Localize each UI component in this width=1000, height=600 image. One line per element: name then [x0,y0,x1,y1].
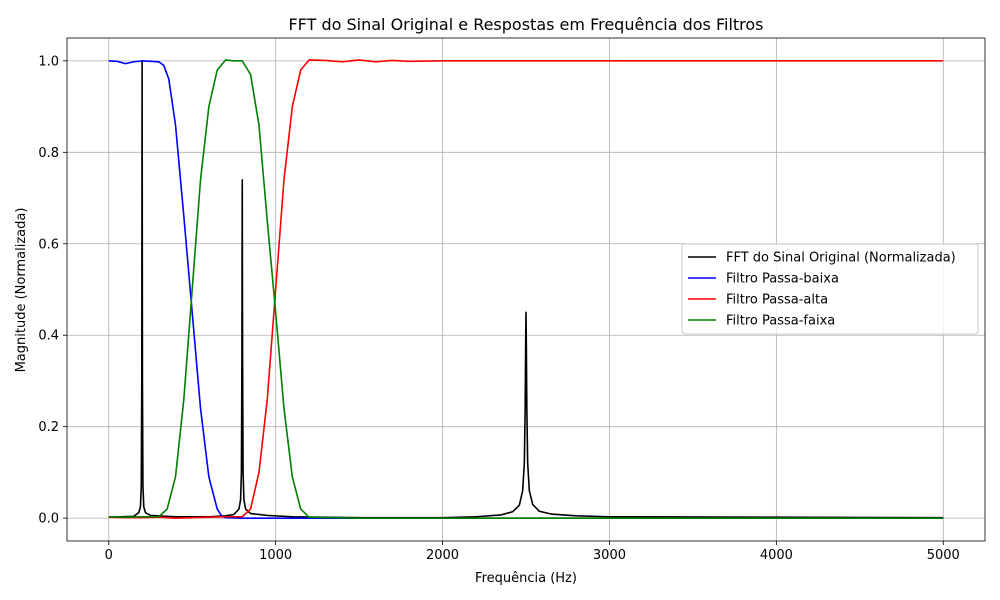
x-tick-label: 3000 [593,548,626,563]
highpass-line [108,59,944,519]
legend: FFT do Sinal Original (Normalizada) Filtr… [681,243,979,335]
x-axis-label: Frequência (Hz) [475,571,577,586]
plot-area-frame [66,37,986,542]
bandpass-line [108,59,944,519]
x-tick-label: 0 [105,548,113,563]
x-tick-label: 5000 [927,548,960,563]
legend-box [681,243,979,335]
y-axis-ticks: 0.0 0.2 0.4 0.6 0.8 1.0 [38,54,67,527]
x-tick-label: 2000 [426,548,459,563]
legend-entry-highpass-label: Filtro Passa-alta [726,293,828,308]
y-tick-label: 0.6 [38,237,59,252]
y-tick-label: 1.0 [38,54,59,69]
legend-entry-lowpass-label: Filtro Passa-baixa [726,272,839,287]
y-tick-label: 0.4 [38,329,59,344]
y-axis-label: Magnitude (Normalizada) [14,208,29,373]
plot-lines [108,59,944,519]
x-tick-label: 1000 [259,548,292,563]
y-tick-label: 0.8 [38,146,59,161]
legend-entry-fft-original-label: FFT do Sinal Original (Normalizada) [726,251,956,266]
y-tick-label: 0.2 [38,420,59,435]
x-axis-ticks: 0 1000 2000 3000 4000 5000 [105,541,960,563]
y-tick-label: 0.0 [38,512,59,527]
chart-title: FFT do Sinal Original e Respostas em Fre… [288,15,763,34]
legend-entry-bandpass-label: Filtro Passa-faixa [726,314,835,329]
x-tick-label: 4000 [760,548,793,563]
